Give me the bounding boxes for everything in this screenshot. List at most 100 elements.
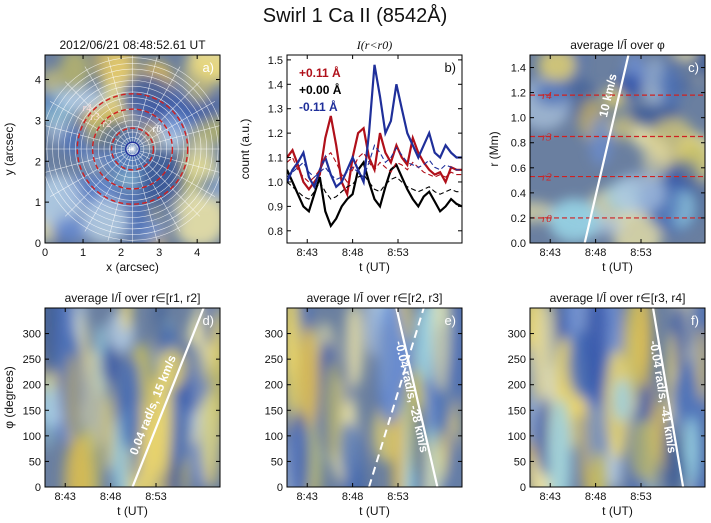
panel-a-ring-label: r3 <box>91 112 100 123</box>
panel-a-grid-spoke <box>49 101 133 150</box>
panel-b-series-line <box>287 151 462 184</box>
panel-d-blob <box>45 308 58 379</box>
panel-c-title: average I/Ī over φ <box>570 38 665 52</box>
panel-b-series <box>287 64 462 229</box>
panel-a-ytick-label: 2 <box>35 156 41 168</box>
panel-f-ytick-label: 0 <box>520 482 526 494</box>
panel-f-title: average I/Ī over r∈[r3, r4] <box>550 291 686 305</box>
panel-a-grid-spoke <box>132 81 201 150</box>
panel-d-ytick-label: 300 <box>23 329 41 341</box>
panel-a-label: a) <box>202 60 214 75</box>
panel-e-xlabel: t (UT) <box>359 504 390 518</box>
panel-b-series-line <box>287 144 462 181</box>
panel-a-grid-spoke <box>132 125 220 150</box>
panel-c-ylabel: r (Mm) <box>487 131 501 166</box>
panel-e-ytick-label: 300 <box>265 329 283 341</box>
panel-c-fit-line <box>583 55 630 243</box>
panel-a-ytick-label: 4 <box>35 75 41 87</box>
panel-f-xtick-label: 8:48 <box>585 491 606 503</box>
panel-c-texture <box>530 55 705 243</box>
panel-b-title: I(r<r0) <box>356 38 392 52</box>
panel-e-ytick-label: 0 <box>277 482 283 494</box>
panel-f-texture <box>530 308 705 487</box>
panel-f-overlays <box>651 308 685 487</box>
panel-f-blob <box>637 308 653 389</box>
panel-a-grid-spoke <box>84 148 133 232</box>
panel-b-xtick-label: 8:53 <box>387 247 408 259</box>
panel-a-ylabel: y (arcsec) <box>2 123 16 176</box>
panel-d-ytick-label: 0 <box>35 482 41 494</box>
panel-a-blob <box>45 68 63 93</box>
panel-a-blob <box>82 197 128 243</box>
panel-a-blob <box>59 55 90 92</box>
panel-e-texture <box>287 308 462 487</box>
panel-f-blob <box>669 450 688 487</box>
panel-c-blob <box>642 138 671 178</box>
panel-c-xtick-label: 8:43 <box>540 247 561 259</box>
panel-b-legend-entry: -0.11 Å <box>299 99 338 114</box>
panel-e-ytick-label: 200 <box>265 380 283 392</box>
panel-a-grid-spoke <box>107 148 133 241</box>
panel-e-frame <box>286 307 463 488</box>
panel-c-blob <box>538 55 576 82</box>
panel-c-blob <box>659 64 682 111</box>
panel-d-blob <box>117 355 138 449</box>
panel-d-blob <box>199 392 220 487</box>
panel-f-blob <box>591 451 609 487</box>
panel-c-ring-label: r0 <box>542 213 552 225</box>
panel-c-ytick-label: 0.4 <box>511 188 526 200</box>
panel-f-blob <box>584 308 609 408</box>
panel-e-blob <box>324 361 343 463</box>
panel-d-ytick-label: 150 <box>23 405 41 417</box>
panel-b-label: b) <box>444 60 456 75</box>
panel-f-xlabel: t (UT) <box>602 504 633 518</box>
panel-a-title: 2012/06/21 08:48:52.61 UT <box>59 38 206 52</box>
panel-e-blob <box>287 411 311 487</box>
panel-f-blob <box>585 381 610 478</box>
panel-c-overlays <box>530 55 705 243</box>
panel-a-grid-spoke <box>132 148 220 173</box>
panel-f-blob <box>534 308 557 397</box>
panel-d-xtick-label: 8:43 <box>55 491 76 503</box>
panel-b-ytick-label: 1.5 <box>268 55 283 67</box>
panel-a-blob <box>52 216 91 242</box>
panel-c-ring-label: r4 <box>542 90 552 102</box>
panel-d-xtick-label: 8:53 <box>145 491 166 503</box>
panel-b-ytick-label: 1.4 <box>268 79 283 91</box>
panel-a-blob <box>45 91 59 112</box>
panel-d-ytick-label: 200 <box>23 380 41 392</box>
panel-a-grid-spoke <box>132 57 158 150</box>
panel-c-blob <box>692 55 705 78</box>
panel-b-ytick-label: 1.2 <box>268 128 283 140</box>
panel-d-blob <box>102 394 115 472</box>
panel-f-ytick-label: 200 <box>508 380 526 392</box>
panel-d-blobs <box>45 308 220 487</box>
panel-c-ytick-label: 1.2 <box>511 88 526 100</box>
panel-c-blob <box>548 198 600 243</box>
panel-f-blob <box>684 416 699 485</box>
panel-c-ytick-label: 1.0 <box>511 113 526 125</box>
panel-a-grid-spoke <box>132 148 201 217</box>
panel-f-frame <box>529 307 706 488</box>
panel-d-overlays <box>131 308 205 487</box>
panel-a-ytick-label: 0 <box>35 238 41 250</box>
panel-c-ytick-label: 0.6 <box>511 163 526 175</box>
panel-f-ytick-label: 150 <box>508 405 526 417</box>
panel-e-xtick-label: 8:53 <box>387 491 408 503</box>
panel-b-legend-entry: +0.11 Å <box>299 65 341 80</box>
panel-a-ytick-label: 3 <box>35 115 41 127</box>
panel-f-blob <box>672 366 699 429</box>
panel-e-blob <box>339 420 360 486</box>
panel-e-blob <box>430 308 451 392</box>
panel-c-label: c) <box>688 60 699 75</box>
panel-c-frame <box>529 54 706 244</box>
panel-d-ytick-label: 250 <box>23 354 41 366</box>
panel-a-ring-label: r0 <box>153 124 162 135</box>
panel-a-grid-spoke <box>49 148 133 197</box>
panel-a-r0-ring <box>124 141 140 157</box>
panel-d-blob <box>45 365 53 452</box>
panel-a-blob <box>197 174 220 199</box>
panel-a-xtick-label: 1 <box>80 247 86 259</box>
panel-e-label: e) <box>444 313 456 328</box>
